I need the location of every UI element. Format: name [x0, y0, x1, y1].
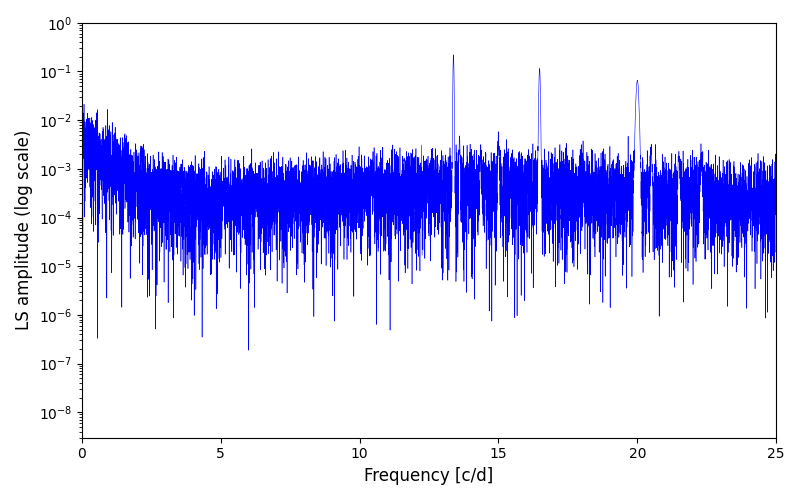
X-axis label: Frequency [c/d]: Frequency [c/d] [364, 467, 494, 485]
Y-axis label: LS amplitude (log scale): LS amplitude (log scale) [15, 130, 33, 330]
